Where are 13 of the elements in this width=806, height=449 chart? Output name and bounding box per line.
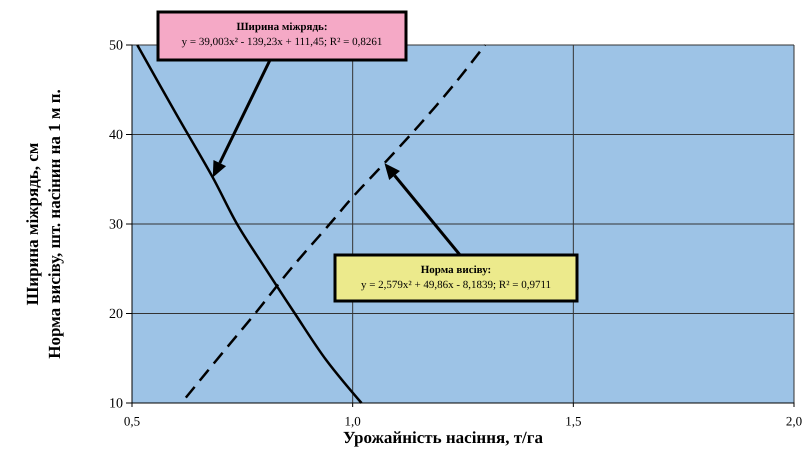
annotation: Норма висіву: y = 2,579x² + 49,86x - 8,1839; R² = 0,9711 xyxy=(360,264,552,291)
y-tick-label: 20 xyxy=(109,306,123,322)
x-tick-label: 0,5 xyxy=(124,414,140,429)
y-tick-label: 50 xyxy=(109,38,123,54)
y-axis-title: Ширина міжрядь, см Норма висіву, шт. насінин на 1 м п. xyxy=(23,89,64,359)
y-tick-label: 10 xyxy=(109,396,123,412)
x-tick-label: 1,0 xyxy=(344,414,361,429)
x-tick-label: 1,5 xyxy=(565,414,582,429)
y-tick-label: 30 xyxy=(109,217,123,232)
annotation: Ширина міжрядь: y = 39,003x² - 139,23x + 111,45; R² = 0,8261 xyxy=(182,21,382,48)
y-tick-label: 40 xyxy=(109,128,123,143)
x-axis-title: Урожайність насіння, т/га xyxy=(342,428,544,447)
x-tick-label: 2,0 xyxy=(786,414,802,429)
